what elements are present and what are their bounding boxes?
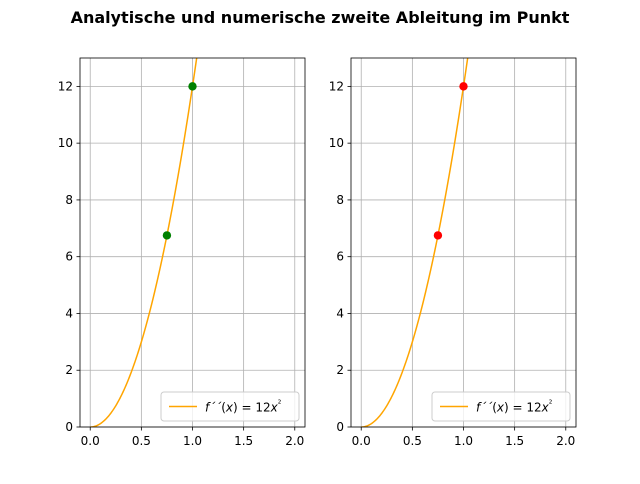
legend-label-eq: ) = 12	[233, 401, 271, 415]
x-tick-label: 0.0	[81, 434, 100, 448]
legend-label-var2: x	[541, 401, 550, 415]
x-tick-label: 1.0	[454, 434, 473, 448]
legend-label-paren: (	[221, 401, 226, 415]
legend-label: f´´(x) = 12x²	[476, 400, 553, 415]
data-point	[459, 82, 468, 91]
data-point	[433, 231, 443, 240]
x-tick-label: 0.0	[352, 434, 371, 448]
y-tick-label: 4	[65, 306, 73, 320]
x-tick-label: 2.0	[285, 434, 304, 448]
legend-label-paren: (	[492, 401, 497, 415]
y-tick-label: 10	[329, 136, 344, 150]
legend-label-exp: ²	[549, 400, 553, 410]
legend-label: f´´(x) = 12x²	[205, 400, 282, 415]
y-tick-label: 8	[65, 193, 73, 207]
x-tick-label: 0.5	[403, 434, 422, 448]
x-tick-label: 2.0	[556, 434, 575, 448]
legend-box	[160, 391, 300, 422]
legend-label-var: x	[225, 401, 234, 415]
y-tick-label: 4	[336, 306, 344, 320]
y-tick-label: 2	[336, 363, 344, 377]
data-point	[188, 82, 197, 91]
y-tick-label: 0	[65, 420, 73, 434]
legend-label-eq: ) = 12	[504, 401, 542, 415]
x-tick-label: 1.5	[505, 434, 524, 448]
x-tick-label: 1.5	[234, 434, 253, 448]
y-tick-label: 10	[58, 136, 73, 150]
legend-box	[431, 391, 571, 422]
legend-label-var2: x	[270, 401, 279, 415]
y-tick-label: 8	[336, 193, 344, 207]
x-tick-label: 0.5	[132, 434, 151, 448]
data-point	[162, 231, 172, 240]
legend-label-exp: ²	[278, 400, 282, 410]
y-tick-label: 12	[329, 79, 344, 93]
y-tick-label: 6	[336, 250, 344, 264]
y-tick-label: 2	[65, 363, 73, 377]
legend-label-var: x	[496, 401, 505, 415]
figure-title: Analytische und numerische zweite Ableit…	[70, 8, 570, 27]
legend-label-fn: f´´	[205, 401, 222, 415]
x-tick-label: 1.0	[183, 434, 202, 448]
y-tick-label: 12	[58, 79, 73, 93]
legend: f´´(x) = 12x²	[160, 391, 300, 422]
y-tick-label: 0	[336, 420, 344, 434]
legend-label-fn: f´´	[476, 401, 493, 415]
y-tick-label: 6	[65, 250, 73, 264]
legend: f´´(x) = 12x²	[431, 391, 571, 422]
